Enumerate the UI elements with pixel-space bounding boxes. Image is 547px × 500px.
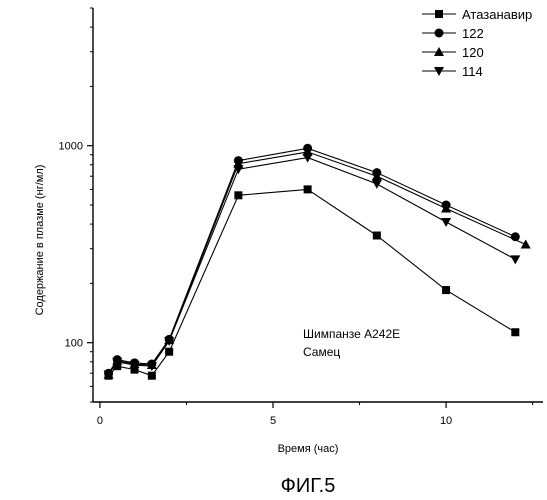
annotation-line-1: Шимпанзе A242E <box>303 327 400 341</box>
data-point-0-8 <box>442 286 450 294</box>
data-point-3-9 <box>510 255 520 264</box>
figure-caption: ФИГ.5 <box>281 475 336 497</box>
x-axis-label: Время (час) <box>278 443 339 455</box>
legend-marker-1 <box>435 29 444 38</box>
legend-label-2: 120 <box>462 45 484 60</box>
data-point-0-6 <box>304 185 312 193</box>
legend: Атазанавир 122 120 114 <box>422 7 532 79</box>
legend-label-1: 122 <box>462 26 484 41</box>
annotation-line-2: Самец <box>303 345 340 359</box>
legend-label-3: 114 <box>462 64 483 79</box>
data-point-0-4 <box>165 348 173 356</box>
data-point-0-9 <box>511 328 519 336</box>
y-tick-label: 1000 <box>59 141 83 153</box>
x-tick-label: 0 <box>97 415 103 427</box>
x-tick-label: 10 <box>440 415 452 427</box>
data-point-0-3 <box>148 372 156 380</box>
y-axis-label: Содержание в плазме (нг/мл) <box>34 165 46 316</box>
data-point-3-7 <box>372 180 382 189</box>
data-point-0-7 <box>373 232 381 240</box>
legend-marker-0 <box>435 10 443 18</box>
y-tick-label: 100 <box>65 338 83 350</box>
data-point-0-5 <box>234 191 242 199</box>
x-tick-label: 5 <box>270 415 276 427</box>
data-point-3-8 <box>441 218 451 227</box>
legend-label-0: Атазанавир <box>462 7 532 22</box>
data-point-1-9 <box>511 232 520 241</box>
data-point-2-9 <box>521 240 531 249</box>
